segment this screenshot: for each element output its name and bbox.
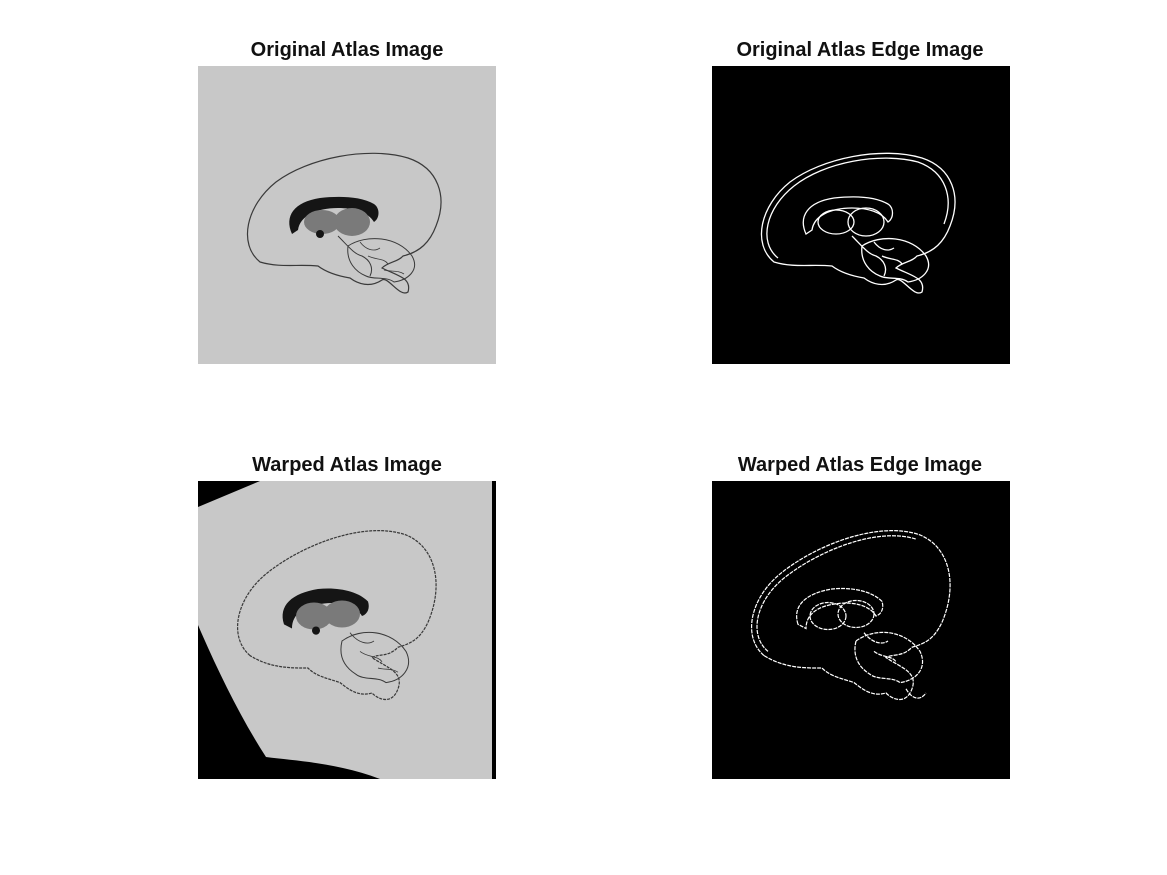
original-atlas-image (198, 66, 496, 364)
image-background (712, 481, 1010, 779)
cerebellum-edge (861, 237, 930, 283)
warped-edge-map (751, 530, 951, 701)
thalamus-left (304, 210, 340, 234)
nucleus (312, 626, 320, 635)
thalamus-left-edge (809, 601, 847, 631)
brain-outline (246, 152, 442, 294)
original-edge-svg (712, 66, 1010, 364)
brain-outline (237, 530, 437, 701)
warped-edge-svg (712, 481, 1010, 779)
warped-atlas-image (198, 481, 496, 779)
corpus-callosum-edge (796, 587, 884, 630)
panel-title-original-edge: Original Atlas Edge Image (736, 39, 984, 61)
image-background (712, 66, 1010, 364)
corpus-callosum (282, 588, 369, 629)
corpus-callosum-edge (802, 196, 894, 235)
brainstem-outline (337, 235, 373, 277)
cerebellum-outline (340, 631, 409, 684)
warped-atlas-edge-image (712, 481, 1010, 779)
corpus-callosum (289, 196, 379, 234)
original-atlas-edge-image (712, 66, 1010, 364)
panel-title-warped-atlas: Warped Atlas Image (252, 454, 442, 476)
brain-edge (751, 530, 951, 701)
thalamus-right (324, 600, 360, 628)
brain-edge (760, 152, 956, 294)
thalamus-right-edge (837, 599, 875, 629)
nucleus (316, 230, 324, 238)
edge-map (760, 152, 956, 294)
sulci-detail (349, 632, 399, 673)
cerebellum-outline (347, 238, 416, 283)
sulci-detail (359, 241, 405, 275)
panel-title-original-atlas: Original Atlas Image (250, 39, 444, 61)
thalamus-left-edge (817, 209, 855, 235)
cerebellum-edge (854, 631, 924, 684)
brainstem-edge (863, 632, 927, 699)
warped-atlas-svg (198, 481, 496, 779)
thalamus-left (296, 602, 332, 630)
thalamus-right-edge (847, 207, 885, 237)
warped-region (198, 481, 492, 779)
brain-edge-inner (766, 157, 949, 259)
brainstem-edge (851, 235, 903, 277)
panel-title-warped-edge: Warped Atlas Edge Image (737, 454, 983, 476)
thalamus-right (334, 208, 370, 236)
brain-edge-inner (756, 535, 917, 652)
original-atlas-svg (198, 66, 496, 364)
brain-sagittal-slice (246, 152, 442, 294)
warped-brain-slice (237, 530, 437, 701)
